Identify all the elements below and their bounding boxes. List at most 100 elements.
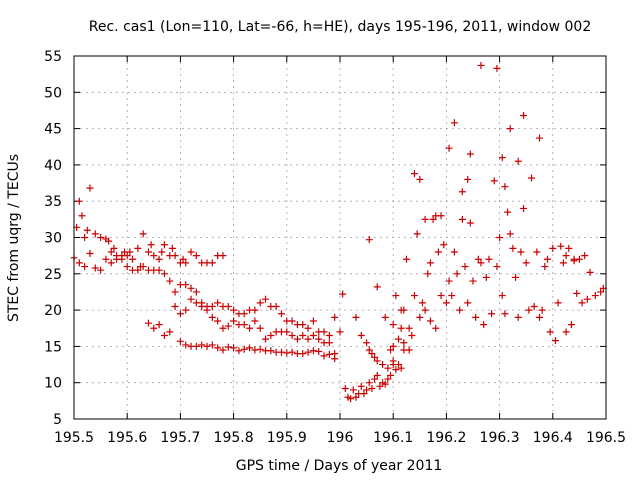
data-point-plus [331, 355, 339, 363]
x-tick-label: 195.6 [107, 430, 147, 446]
data-point-plus [304, 324, 312, 332]
data-point-plus [498, 292, 506, 300]
data-point-plus [557, 242, 565, 250]
data-point-plus [166, 277, 174, 285]
y-tick-labels: 5 10 15 20 25 30 35 40 45 50 55 [44, 49, 62, 428]
data-point-plus [97, 266, 105, 274]
data-point-plus [395, 335, 403, 343]
data-point-plus [413, 230, 421, 238]
data-point-plus [214, 344, 222, 352]
data-point-plus [373, 371, 381, 379]
data-point-plus [288, 348, 296, 356]
data-point-plus [339, 290, 347, 298]
x-tick-label: 195.5 [54, 430, 94, 446]
data-point-plus [426, 259, 434, 267]
data-point-plus [376, 382, 384, 390]
data-point-plus [517, 248, 525, 256]
data-point-plus [256, 324, 264, 332]
data-point-plus [179, 255, 187, 263]
data-point-plus [464, 299, 472, 307]
data-point-plus [368, 385, 376, 393]
data-point-plus [458, 215, 466, 223]
data-point-plus [389, 342, 397, 350]
data-point-plus [421, 215, 429, 223]
data-point-plus [365, 346, 373, 354]
data-point-plus [86, 184, 94, 192]
data-point-plus [410, 292, 418, 300]
data-point-plus [536, 134, 543, 142]
x-tick-labels: 195.5 195.6 195.7 195.8 195.9 196 196.1 196.2 19… [54, 430, 626, 446]
data-point-plus [341, 385, 349, 393]
data-point-plus [198, 302, 206, 310]
data-point-plus [482, 273, 490, 281]
x-tick-label: 196.4 [533, 430, 573, 446]
x-tick-label: 196.1 [373, 430, 413, 446]
data-point-plus [214, 317, 222, 325]
data-point-plus [469, 277, 477, 285]
data-point-plus [251, 317, 259, 325]
data-point-plus [397, 324, 405, 332]
data-point-plus [97, 234, 105, 241]
data-point-plus [110, 244, 118, 252]
data-point-plus [336, 328, 344, 336]
data-point-plus [171, 288, 179, 296]
data-point-plus [522, 259, 530, 267]
data-point-plus [192, 342, 200, 350]
data-point-plus [158, 248, 166, 256]
data-point-plus [155, 266, 163, 274]
data-point-plus [105, 237, 113, 245]
data-point-plus [309, 347, 317, 355]
data-point-plus [147, 241, 155, 249]
data-point-plus [352, 393, 360, 401]
data-point-plus [192, 299, 200, 307]
data-point-plus [416, 313, 424, 321]
data-point-plus [272, 302, 280, 310]
data-point-plus [208, 302, 216, 310]
data-point-plus [208, 259, 216, 267]
data-point-plus [309, 317, 317, 325]
data-point-plus [304, 335, 312, 343]
data-point-plus [144, 319, 152, 327]
data-point-plus [144, 248, 152, 256]
data-point-plus [506, 230, 514, 238]
data-point-plus [277, 310, 285, 318]
data-point-plus [256, 299, 264, 307]
data-point-plus [277, 348, 285, 356]
data-point-plus [134, 244, 142, 252]
data-point-plus [246, 344, 254, 352]
data-point-plus [448, 292, 456, 300]
data-point-plus [288, 317, 296, 325]
data-point-plus [214, 299, 222, 307]
data-point-plus [168, 244, 176, 252]
data-point-plus [360, 390, 368, 398]
data-point-plus [586, 268, 594, 276]
data-point-plus [81, 234, 89, 241]
data-point-plus [155, 255, 163, 263]
data-point-plus [325, 339, 333, 347]
data-point-plus [498, 154, 506, 162]
data-point-plus [256, 345, 264, 353]
data-point-plus [86, 249, 94, 257]
data-point-plus [182, 306, 190, 314]
data-point-plus [81, 263, 89, 271]
data-point-plus [91, 264, 99, 272]
data-point-plus [541, 263, 549, 271]
data-point-plus [219, 346, 227, 354]
data-point-plus [134, 266, 142, 274]
x-tick-label: 196 [327, 430, 354, 446]
data-point-plus [381, 380, 389, 388]
data-point-plus [562, 328, 570, 336]
x-tick-label: 195.9 [267, 430, 307, 446]
data-point-plus [368, 350, 376, 358]
y-tick-label: 30 [44, 231, 62, 247]
data-point-plus [357, 382, 365, 390]
data-point-plus [208, 313, 216, 321]
data-point-plus [392, 292, 400, 300]
data-point-plus [509, 244, 517, 252]
y-axis-label: STEC from uqrg / TECUs [6, 154, 22, 322]
data-point-plus [565, 244, 573, 252]
data-point-plus [387, 346, 395, 354]
plot-frame [73, 55, 607, 420]
data-point-plus [520, 204, 528, 212]
